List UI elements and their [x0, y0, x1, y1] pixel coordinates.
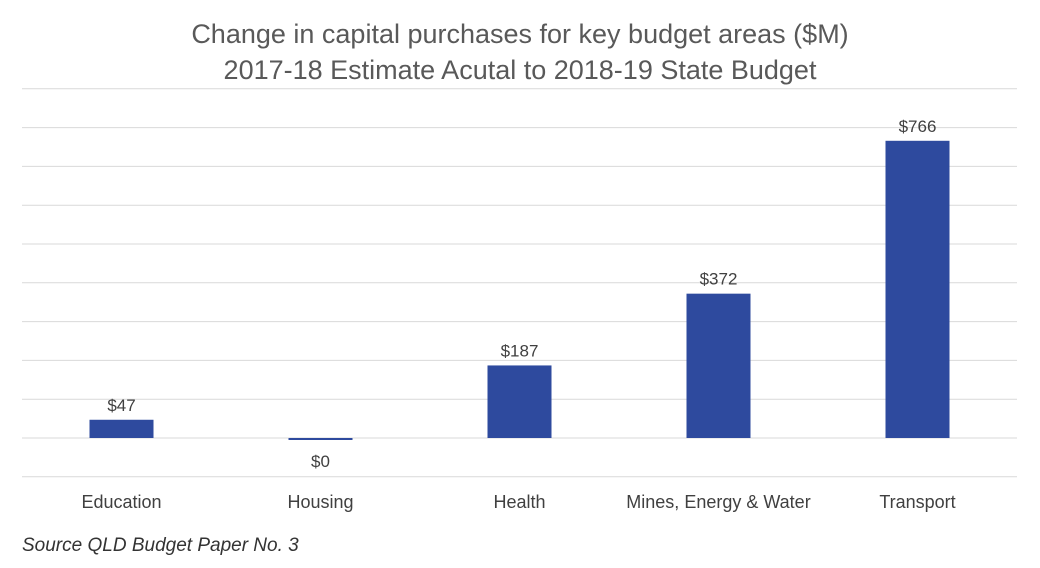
- bar-housing: [288, 438, 353, 440]
- data-label: $187: [501, 341, 539, 360]
- category-label: Education: [81, 492, 161, 512]
- bar-education: [89, 419, 154, 438]
- chart-subtitle: 2017-18 Estimate Acutal to 2018-19 State…: [223, 55, 817, 85]
- category-label: Transport: [879, 492, 955, 512]
- data-label: $47: [107, 396, 135, 415]
- category-label: Housing: [287, 492, 353, 512]
- chart-title: Change in capital purchases for key budg…: [191, 19, 849, 49]
- data-label: $0: [311, 452, 330, 471]
- bar-mines-energy-water: [686, 293, 751, 438]
- data-label: $766: [899, 117, 937, 136]
- bar-health: [487, 365, 552, 438]
- bar-transport: [885, 140, 950, 439]
- category-label: Health: [493, 492, 545, 512]
- data-label: $372: [700, 270, 738, 289]
- category-label: Mines, Energy & Water: [626, 492, 810, 512]
- source-note: Source QLD Budget Paper No. 3: [22, 535, 299, 556]
